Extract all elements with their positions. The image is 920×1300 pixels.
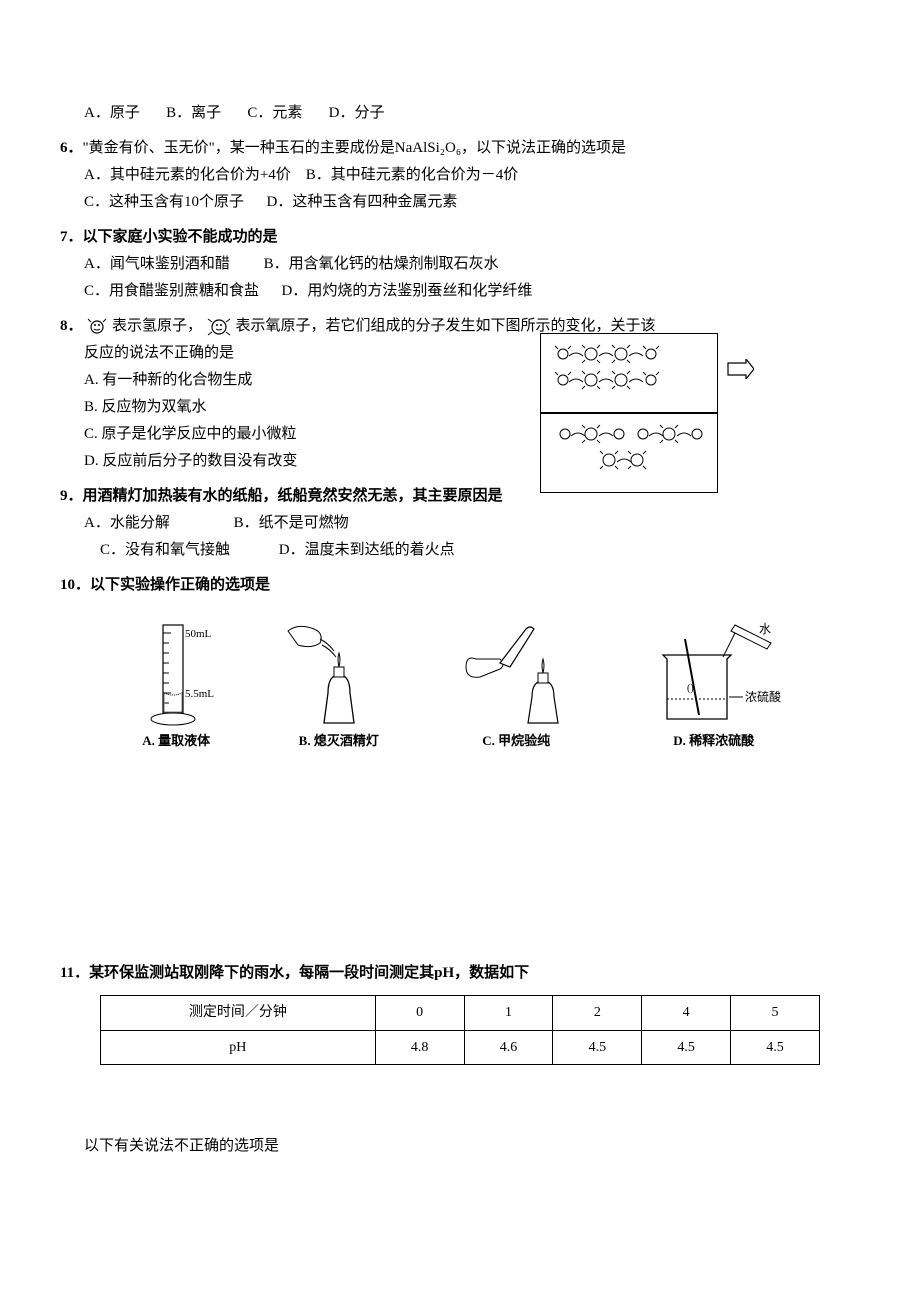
cylinder-mark-5: 5.5mL [185, 688, 214, 700]
table-cell: 4.5 [731, 1030, 820, 1064]
blow-out-lamp-icon [284, 619, 394, 729]
table-cell: 2 [553, 996, 642, 1030]
q10-fig-a-label: A. 量取液体 [131, 729, 221, 752]
q5-options: A．原子 B．离子 C．元素 D．分子 [60, 100, 860, 127]
dilute-acid-icon: () 水 浓硫酸 [639, 619, 789, 729]
table-cell: 4.6 [464, 1030, 553, 1064]
water-label: 水 [759, 622, 771, 636]
q10-fig-c: C. 甲烷验纯 [456, 619, 576, 752]
q10-fig-b: B. 熄灭酒精灯 [284, 619, 394, 752]
q6-opt-b: B．其中硅元素的化合价为－4价 [306, 167, 519, 183]
q7-opts-row1: A．闻气味鉴别酒和醋 B．用含氧化钙的枯燥剂制取石灰水 [60, 251, 860, 278]
q11: 11．某环保监测站取刚降下的雨水，每隔一段时间测定其pH，数据如下 测定时间／分… [60, 960, 860, 1159]
table-cell: 0 [375, 996, 464, 1030]
q10-figure-row: 50mL 5.5mL A. 量取液体 B. 熄灭酒精 [100, 619, 820, 752]
q10: 10．以下实验操作正确的选项是 50mL 5.5mL [60, 572, 860, 752]
q7-stem: 7．以下家庭小实验不能成功的是 [60, 224, 860, 251]
q9-opt-a: A．水能分解 [84, 515, 170, 531]
q6-stem: 6．"黄金有价、玉无价"，某一种玉石的主要成份是NaAlSi₂O₆，以下说法正确… [60, 135, 860, 162]
q9: 9．用酒精灯加热装有水的纸船，纸船竟然安然无恙，其主要原因是 A．水能分解 B．… [60, 483, 860, 564]
q11-stem: 11．某环保监测站取刚降下的雨水，每隔一段时间测定其pH，数据如下 [60, 960, 860, 987]
q7: 7．以下家庭小实验不能成功的是 A．闻气味鉴别酒和醋 B．用含氧化钙的枯燥剂制取… [60, 224, 860, 305]
q6-opt-a: A．其中硅元素的化合价为+4价 [84, 167, 291, 183]
q8: 8． 表示氢原子， 表示氧原子，若它们组成的分子发生如下图所示的变化，关于该 反… [60, 313, 860, 475]
table-cell: pH [101, 1030, 376, 1064]
table-cell: 1 [464, 996, 553, 1030]
q9-opts-row2: C．没有和氧气接触 D．温度未到达纸的着火点 [60, 537, 860, 564]
q6-opt-d: D．这种玉含有四种金属元素 [267, 194, 458, 210]
table-cell: 4.8 [375, 1030, 464, 1064]
reaction-arrow-icon [726, 355, 754, 391]
q9-opt-b: B．纸不是可燃物 [234, 515, 349, 531]
q7-opt-d: D．用灼烧的方法鉴别蚕丝和化学纤维 [282, 283, 533, 299]
q6-opts-row2: C．这种玉含有10个原子 D．这种玉含有四种金属元素 [60, 189, 860, 216]
table-cell: 4.5 [642, 1030, 731, 1064]
table-cell: 测定时间／分钟 [101, 996, 376, 1030]
q5-opt-a: A．原子 [84, 105, 140, 121]
q7-opt-a: A．闻气味鉴别酒和醋 [84, 256, 230, 272]
cylinder-mark-50: 50mL [185, 628, 212, 640]
acid-label: 浓硫酸 [745, 689, 781, 704]
graduated-cylinder-icon: 50mL 5.5mL [131, 619, 221, 729]
q7-opt-c: C．用食醋鉴别蔗糖和食盐 [84, 283, 259, 299]
table-row: pH 4.8 4.6 4.5 4.5 4.5 [101, 1030, 820, 1064]
table-cell: 5 [731, 996, 820, 1030]
table-cell: 4.5 [553, 1030, 642, 1064]
products-box [540, 413, 718, 493]
q7-opts-row2: C．用食醋鉴别蔗糖和食盐 D．用灼烧的方法鉴别蚕丝和化学纤维 [60, 278, 860, 305]
test-gas-purity-icon [456, 619, 576, 729]
table-cell: 4 [642, 996, 731, 1030]
q5-opt-b: B．离子 [166, 105, 221, 121]
q9-opts-row1: A．水能分解 B．纸不是可燃物 [60, 510, 860, 537]
reactants-box [540, 333, 718, 413]
q11-tail: 以下有关说法不正确的选项是 [60, 1133, 860, 1160]
q7-opt-b: B．用含氧化钙的枯燥剂制取石灰水 [264, 256, 499, 272]
q10-fig-d-label: D. 稀释浓硫酸 [639, 729, 789, 752]
q6: 6．"黄金有价、玉无价"，某一种玉石的主要成份是NaAlSi₂O₆，以下说法正确… [60, 135, 860, 216]
q6-opts-row1: A．其中硅元素的化合价为+4价 B．其中硅元素的化合价为－4价 [60, 162, 860, 189]
q8-reaction-diagram [540, 333, 860, 493]
table-row: 测定时间／分钟 0 1 2 4 5 [101, 996, 820, 1030]
q11-table: 测定时间／分钟 0 1 2 4 5 pH 4.8 4.6 4.5 4.5 4.5 [100, 995, 820, 1064]
hydrogen-atom-icon [86, 318, 108, 336]
q5-opt-c: C．元素 [247, 105, 302, 121]
q9-opt-c: C．没有和氧气接触 [100, 542, 230, 558]
q10-fig-b-label: B. 熄灭酒精灯 [284, 729, 394, 752]
q10-fig-c-label: C. 甲烷验纯 [456, 729, 576, 752]
q6-opt-c: C．这种玉含有10个原子 [84, 194, 244, 210]
oxygen-atom-icon [206, 317, 232, 337]
q10-stem: 10．以下实验操作正确的选项是 [60, 572, 860, 599]
q10-fig-a: 50mL 5.5mL A. 量取液体 [131, 619, 221, 752]
q10-fig-d: () 水 浓硫酸 D. 稀释浓硫酸 [639, 619, 789, 752]
q5-opt-d: D．分子 [329, 105, 385, 121]
q9-opt-d: D．温度未到达纸的着火点 [279, 542, 455, 558]
